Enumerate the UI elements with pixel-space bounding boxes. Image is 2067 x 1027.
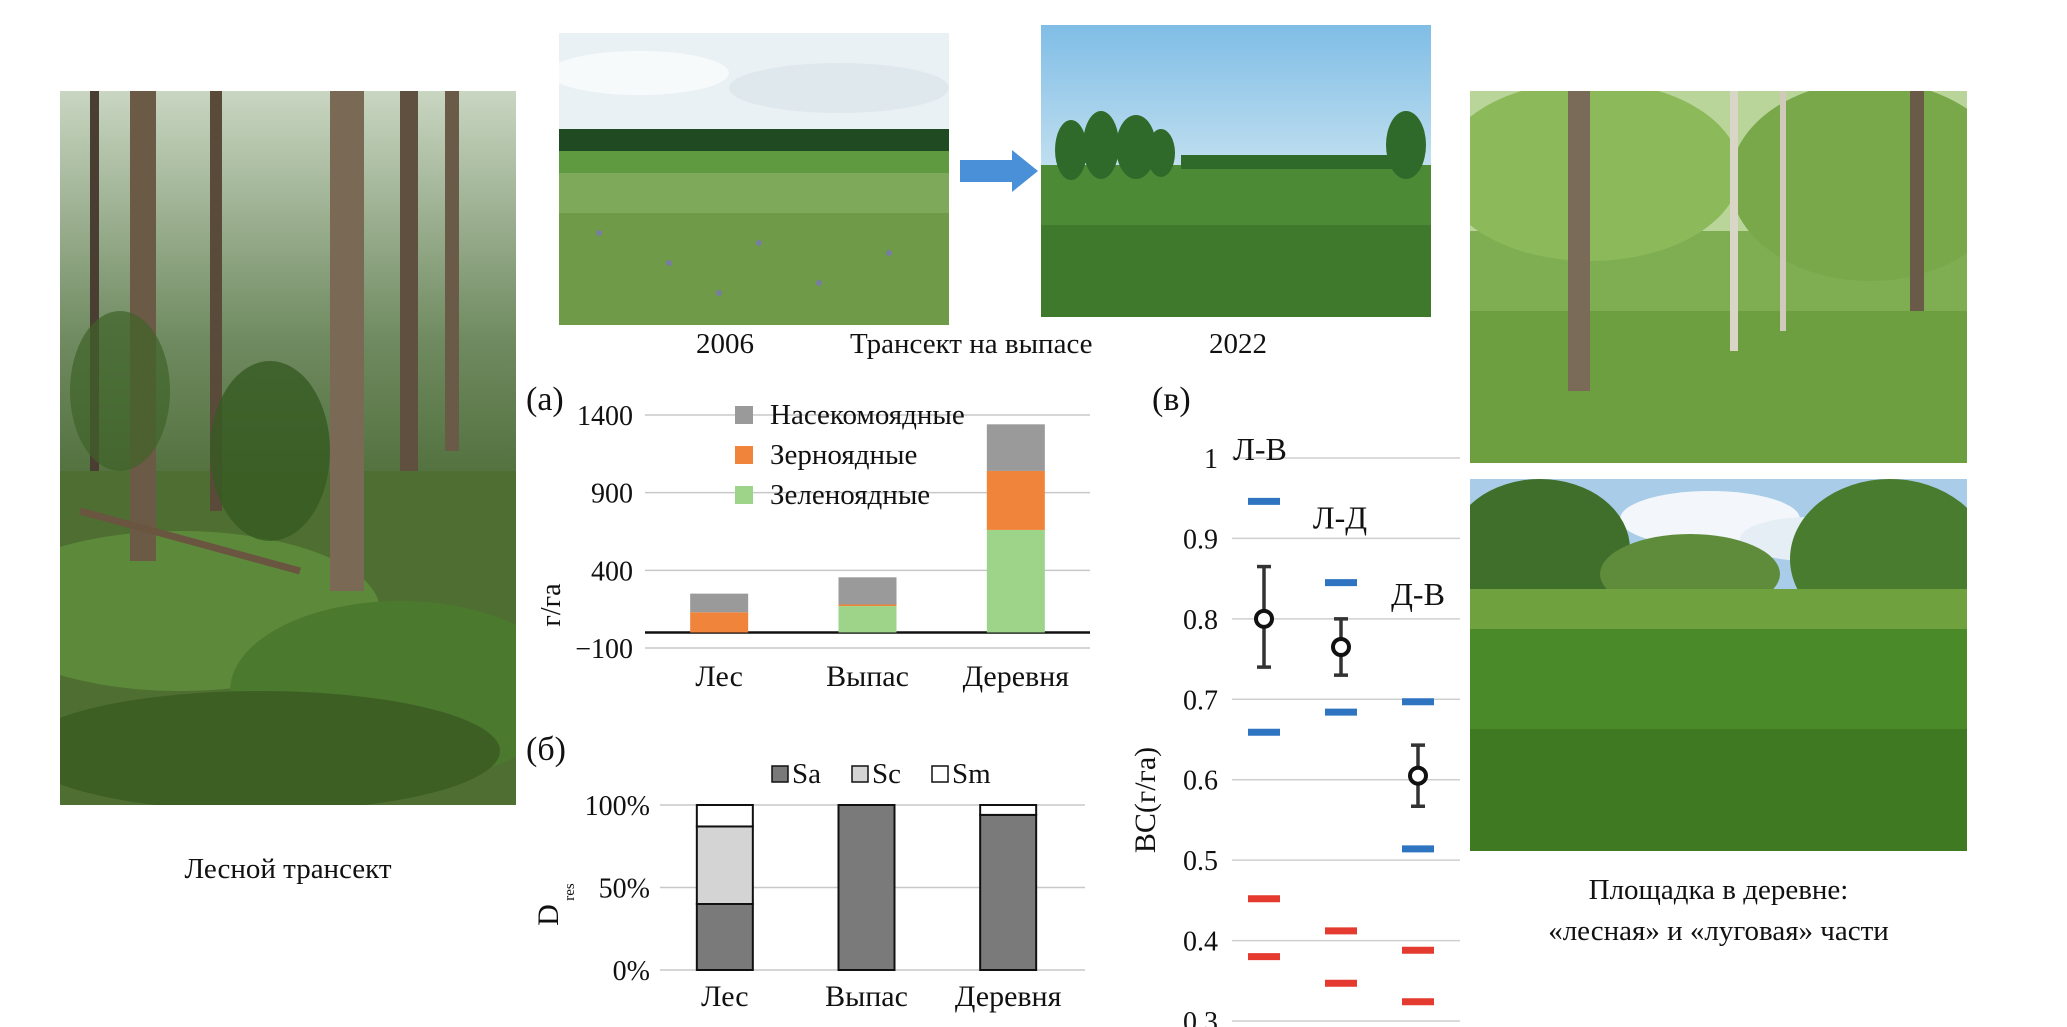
legend-label-sm: Sm	[952, 758, 991, 790]
panel-label-b: (б)	[526, 731, 566, 768]
grazing-2006-photo	[559, 33, 949, 325]
legend-label-sa: Sa	[792, 758, 821, 790]
chart-a-bar-насекомоядные-лес	[690, 593, 749, 613]
chart-v-mean-point-л-д	[1331, 637, 1351, 658]
year-2006-label: 2006	[696, 328, 754, 360]
chart-b-dominance: (б) D res 100% 50% 0% Лес Выпас Деревня Sa Sc…	[526, 731, 1085, 1013]
legend-label-зерноядные: Зерноядные	[770, 439, 917, 471]
year-2022-label: 2022	[1209, 328, 1267, 360]
panel-label-v: (в)	[1152, 381, 1191, 418]
panel-label-a: (а)	[526, 381, 564, 418]
chart-b-bar-sa-деревня	[979, 813, 1038, 972]
chart-a-ylabel: г/га	[536, 583, 567, 627]
chart-v-pair-label: Д-В	[1391, 576, 1445, 612]
forest-transect-photo	[60, 91, 516, 805]
chart-a-xtick-label: Деревня	[963, 660, 1070, 693]
legend-swatch-насекомоядные	[735, 406, 753, 424]
chart-b-ylabel-sub: res	[562, 883, 578, 901]
forest-transect-caption: Лесной трансект	[184, 853, 392, 885]
chart-v-ytick-label: 0.7	[1183, 685, 1218, 716]
chart-v-ytick-label: 0.4	[1183, 927, 1218, 958]
legend-label-насекомоядные: Насекомоядные	[770, 399, 965, 431]
chart-b-bar-sm-лес	[695, 804, 754, 828]
chart-v-ytick-label: 0.5	[1183, 846, 1218, 877]
legend-label-зеленоядные: Зеленоядные	[770, 479, 930, 511]
chart-v-bray-curtis: (в) BC(г/га) 1 0.9 0.8 0.7 0.6 0.5 0.4 0.3 Л-В Л…	[1129, 381, 1460, 1027]
chart-b-ytick-label: 50%	[599, 874, 650, 905]
chart-a-bar-зеленоядные-деревня	[986, 529, 1045, 633]
chart-v-mean-point-л-в	[1254, 608, 1274, 629]
chart-a-bar-зерноядные-выпас	[838, 604, 897, 607]
chart-a-bar-насекомоядные-деревня	[986, 424, 1045, 471]
legend-swatch-sc	[851, 765, 869, 783]
chart-b-ylabel: D	[532, 904, 565, 926]
chart-a-xtick-label: Выпас	[826, 660, 909, 693]
chart-v-ytick-label: 0.6	[1183, 766, 1218, 797]
chart-b-xtick-label: Лес	[701, 980, 749, 1013]
chart-b-ytick-label: 100%	[585, 791, 650, 822]
legend-swatch-sm	[931, 765, 949, 783]
village-meadow-part-photo	[1470, 479, 1967, 851]
chart-b-bar-sc-лес	[695, 825, 754, 905]
arrow-right-icon	[960, 150, 1038, 192]
chart-v-ytick-label: 0.8	[1183, 605, 1218, 636]
chart-a-bar-насекомоядные-выпас	[838, 577, 897, 605]
chart-a-bar-зерноядные-лес	[690, 612, 749, 633]
village-caption-line2: «лесная» и «луговая» части	[1548, 915, 1889, 947]
village-caption-line1: Площадка в деревне:	[1588, 874, 1849, 906]
chart-v-mean-point-д-в	[1408, 765, 1428, 786]
chart-b-ytick-label: 0%	[613, 956, 650, 987]
chart-b-bar-sa-выпас	[837, 804, 896, 971]
chart-a-xtick-label: Лес	[695, 660, 743, 693]
chart-a-ytick-label: 900	[591, 479, 633, 510]
chart-b-xtick-label: Деревня	[955, 980, 1062, 1013]
village-forest-part-photo	[1470, 91, 1967, 463]
chart-v-ylabel: BC(г/га)	[1129, 747, 1162, 853]
grazing-transect-label: Трансект на выпасе	[850, 328, 1093, 360]
chart-b-bar-sm-деревня	[979, 804, 1038, 816]
legend-swatch-зерноядные	[735, 446, 753, 464]
legend-label-sc: Sc	[872, 758, 901, 790]
chart-b-bar-sa-лес	[695, 903, 754, 971]
chart-a-bar-зерноядные-деревня	[986, 470, 1045, 530]
chart-v-ytick-label: 0.3	[1183, 1007, 1218, 1027]
chart-v-pair-label: Л-В	[1233, 431, 1287, 467]
legend-swatch-sa	[771, 765, 789, 783]
chart-a-ytick-label: −100	[575, 634, 633, 665]
chart-v-pair-label: Л-Д	[1313, 499, 1367, 535]
legend-swatch-зеленоядные	[735, 486, 753, 504]
chart-a-ytick-label: 400	[591, 556, 633, 587]
chart-a-bar-зеленоядные-выпас	[838, 606, 897, 633]
chart-v-ytick-label: 0.9	[1183, 524, 1218, 555]
chart-v-ytick-label: 1	[1204, 444, 1218, 475]
chart-a-ytick-label: 1400	[577, 401, 633, 432]
chart-b-xtick-label: Выпас	[825, 980, 908, 1013]
grazing-2022-photo	[1041, 25, 1431, 317]
